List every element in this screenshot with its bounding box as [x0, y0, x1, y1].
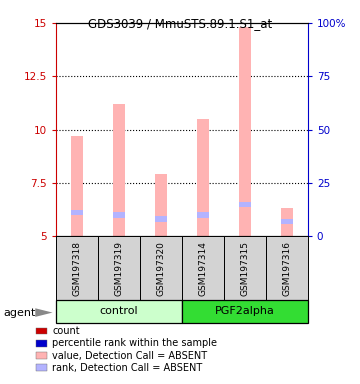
Bar — [112, 212, 125, 217]
Text: GDS3039 / MmuSTS.89.1.S1_at: GDS3039 / MmuSTS.89.1.S1_at — [88, 17, 272, 30]
Text: agent: agent — [4, 308, 36, 318]
Text: percentile rank within the sample: percentile rank within the sample — [52, 338, 217, 348]
Bar — [154, 217, 167, 222]
Bar — [112, 104, 125, 236]
Bar — [224, 236, 266, 301]
Bar — [266, 236, 308, 301]
Bar — [182, 300, 308, 323]
Bar — [280, 218, 293, 224]
Text: control: control — [99, 306, 138, 316]
Bar — [56, 236, 98, 301]
Text: value, Detection Call = ABSENT: value, Detection Call = ABSENT — [52, 351, 207, 361]
Bar — [280, 209, 293, 236]
Text: GSM197320: GSM197320 — [156, 242, 165, 296]
Bar — [71, 136, 83, 236]
Bar — [238, 27, 251, 236]
Bar — [140, 236, 182, 301]
Polygon shape — [35, 308, 53, 317]
Bar — [197, 119, 209, 236]
Text: GSM197316: GSM197316 — [282, 241, 291, 296]
Bar — [182, 236, 224, 301]
Bar — [238, 202, 251, 207]
Bar — [98, 236, 140, 301]
Bar — [56, 300, 182, 323]
Text: count: count — [52, 326, 80, 336]
Bar — [197, 212, 209, 217]
Text: GSM197318: GSM197318 — [72, 241, 81, 296]
Text: PGF2alpha: PGF2alpha — [215, 306, 275, 316]
Text: GSM197319: GSM197319 — [114, 241, 123, 296]
Bar — [154, 174, 167, 236]
Text: GSM197315: GSM197315 — [240, 241, 249, 296]
Text: rank, Detection Call = ABSENT: rank, Detection Call = ABSENT — [52, 363, 202, 373]
Text: GSM197314: GSM197314 — [198, 242, 207, 296]
Bar — [71, 210, 83, 215]
